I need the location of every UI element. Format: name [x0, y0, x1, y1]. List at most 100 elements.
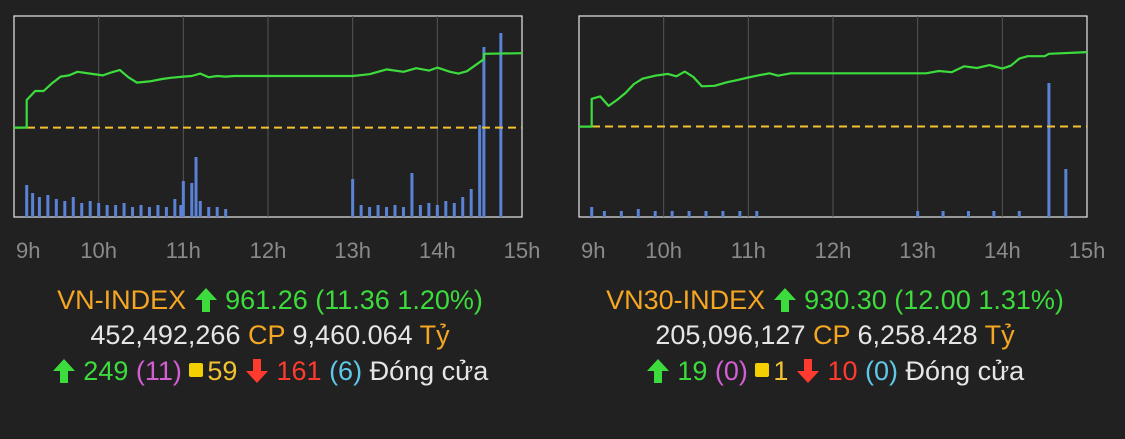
volume-bar — [636, 209, 640, 217]
unchanged-count: 59 — [207, 356, 238, 386]
volume-bar — [147, 207, 151, 217]
volume-bar — [418, 205, 422, 217]
volume-bar — [941, 211, 945, 217]
volume-bar — [63, 201, 67, 217]
ceiling-count: (11) — [135, 356, 182, 386]
index-name: VN-INDEX — [57, 285, 187, 315]
volume-bar — [393, 205, 397, 217]
x-tick-label: 14h — [984, 238, 1021, 263]
volume-bar — [173, 199, 177, 217]
ceiling-count: (0) — [714, 356, 748, 386]
decliners-count: 161 — [276, 356, 322, 386]
volume-bar — [31, 193, 35, 217]
volume-bar — [114, 205, 118, 217]
volume-bar — [427, 203, 431, 217]
volume-bar — [478, 125, 482, 217]
index-change: (12.00 1.31%) — [894, 285, 1064, 315]
volume-bar — [194, 157, 198, 217]
volume-bar — [602, 211, 606, 217]
x-tick-label: 13h — [899, 238, 936, 263]
index-name: VN30-INDEX — [606, 285, 766, 315]
vn-index-chart: 9h 10h 11h 12h 13h 14h 15h — [13, 15, 540, 263]
turnover-value: 9,460.064 — [292, 320, 413, 350]
volume-bar — [97, 203, 101, 217]
volume-bar — [1064, 169, 1068, 217]
up-arrow-icon — [52, 359, 75, 383]
vn30-index-panel: 9h 10h 11h 12h 13h 14h 15h VN30-INDEX 930.30 (… — [565, 0, 1105, 439]
volume-bar — [105, 205, 109, 217]
volume-bar — [461, 197, 465, 217]
volume-bar — [359, 205, 363, 217]
x-tick-label: 10h — [80, 238, 117, 263]
advancers-count: 19 — [677, 356, 708, 386]
index-value: 930.30 — [804, 285, 887, 315]
volume-bar — [80, 203, 84, 217]
volume-bar — [738, 211, 742, 217]
volume-bar — [88, 201, 92, 217]
vn-index-panel: 9h 10h 11h 12h 13h 14h 15h VN-INDEX 961.26 (11… — [0, 0, 540, 439]
volume-bar — [181, 181, 185, 217]
volume-bar — [37, 197, 41, 217]
x-tick-label: 10h — [645, 238, 682, 263]
unchanged-square-icon — [189, 363, 204, 377]
unchanged-count: 1 — [773, 356, 789, 386]
price-line — [14, 52, 523, 129]
volume-bar — [401, 207, 405, 217]
unit-label: Tỷ — [984, 320, 1015, 350]
index-headline-row: VN-INDEX 961.26 (11.36 1.20%) — [0, 285, 540, 316]
volume-bar — [1047, 83, 1051, 217]
decliners-count: 10 — [827, 356, 858, 386]
unchanged-square-icon — [755, 363, 770, 377]
vn30-index-chart: 9h 10h 11h 12h 13h 14h 15h — [578, 15, 1105, 263]
breadth-row: 249 (11) 59 161 (6) Đóng cửa — [0, 356, 540, 387]
x-tick-label: 11h — [166, 238, 201, 263]
down-arrow-icon — [796, 359, 819, 383]
volume-value: 452,492,266 — [90, 320, 241, 350]
floor-count: (6) — [329, 356, 363, 386]
x-tick-label: 13h — [334, 238, 371, 263]
turnover-value: 6,258.428 — [857, 320, 978, 350]
market-status: Đóng cửa — [905, 356, 1025, 386]
volume-value: 205,096,127 — [655, 320, 806, 350]
down-arrow-icon — [245, 359, 268, 383]
x-tick-label: 12h — [815, 238, 852, 263]
volume-bar — [71, 197, 75, 217]
volume-bar — [385, 207, 389, 217]
volume-bar — [179, 205, 183, 217]
index-volume-row: 205,096,127 CP 6,258.428 Tỷ — [565, 320, 1105, 351]
volume-bar — [687, 211, 691, 217]
volume-bar — [351, 179, 355, 217]
x-tick-label: 9h — [581, 238, 605, 263]
volume-bar — [139, 205, 143, 217]
volume-bar — [704, 211, 708, 217]
volume-bar — [198, 201, 202, 217]
x-tick-label: 15h — [1069, 238, 1105, 263]
x-tick-label: 12h — [250, 238, 287, 263]
volume-bar — [156, 205, 160, 217]
index-value: 961.26 — [225, 285, 308, 315]
volume-bar — [653, 211, 657, 217]
volume-bar — [368, 207, 372, 217]
up-arrow-icon — [773, 288, 796, 312]
volume-bar — [435, 205, 439, 217]
volume-bar — [164, 207, 168, 217]
volume-bar — [966, 211, 970, 217]
volume-bar — [590, 207, 594, 217]
volume-bar — [190, 183, 194, 217]
x-tick-label: 15h — [504, 238, 540, 263]
volume-bar — [54, 199, 58, 217]
volume-bar — [376, 205, 380, 217]
volume-bar — [131, 207, 135, 217]
volume-bar — [46, 195, 50, 217]
price-line — [579, 51, 1088, 128]
cp-label: CP — [812, 320, 851, 350]
market-status: Đóng cửa — [369, 356, 489, 386]
volume-bar — [410, 173, 414, 217]
volume-bar — [721, 211, 725, 217]
volume-bar — [122, 203, 126, 217]
x-tick-label: 9h — [16, 238, 40, 263]
volume-bar — [670, 211, 674, 217]
volume-bar — [215, 207, 219, 217]
breadth-row: 19 (0) 1 10 (0) Đóng cửa — [565, 356, 1105, 387]
x-tick-label: 14h — [419, 238, 456, 263]
